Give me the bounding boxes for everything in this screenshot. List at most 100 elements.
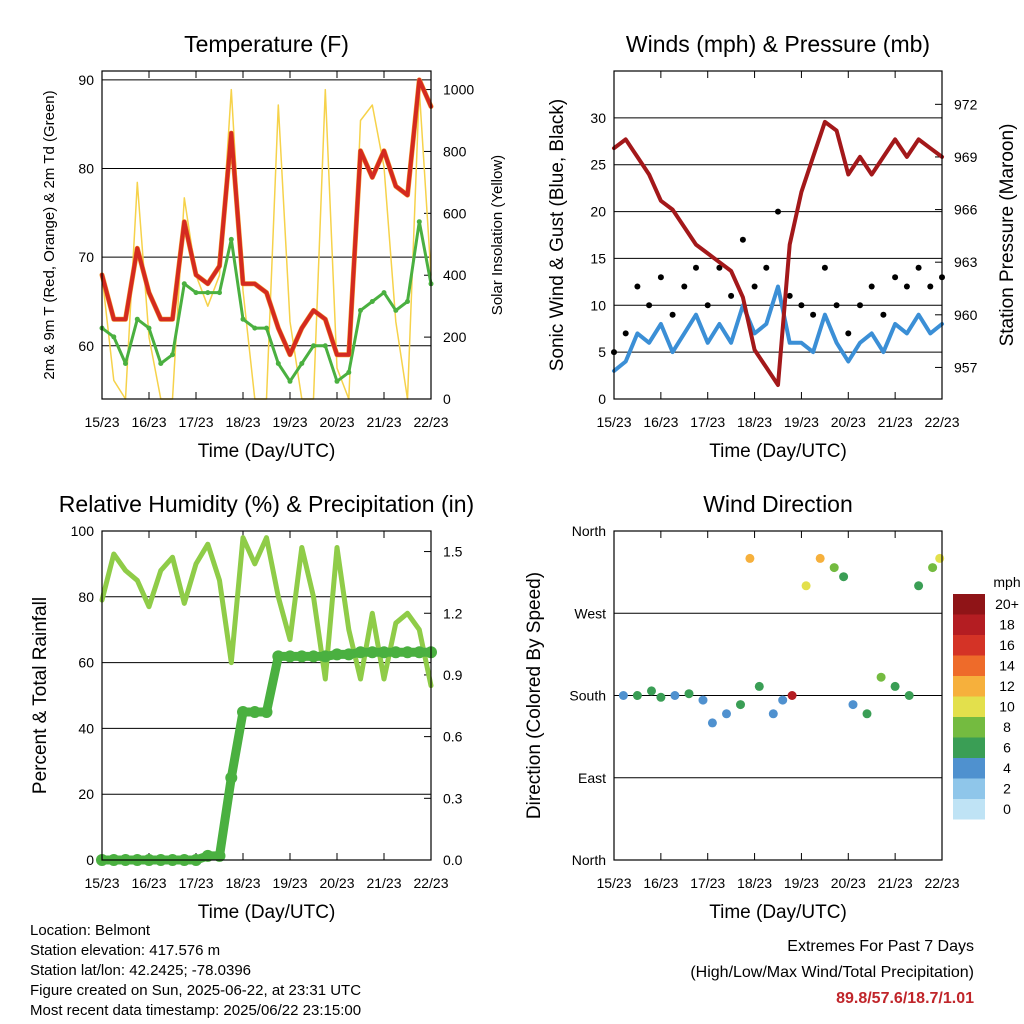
direction-point [815, 553, 825, 563]
direction-point [801, 581, 811, 591]
x-tick-label: 19/23 [272, 414, 307, 430]
plot-frame-4 [613, 530, 943, 861]
x-tick-label: 22/23 [413, 414, 448, 430]
gust-point [657, 274, 664, 281]
x-axis-label-4: Time (Day/UTC) [709, 902, 847, 923]
x-tick-label: 18/23 [225, 875, 260, 891]
extremes-subtitle: (High/Low/Max Wind/Total Precipitation) [690, 964, 974, 981]
x-tick-label: 22/23 [924, 875, 959, 891]
gust-point [739, 236, 746, 243]
legend-title: mph [993, 574, 1020, 590]
x-tick-label: 19/23 [784, 875, 819, 891]
y2-tick-label: 969 [954, 149, 978, 165]
dewpoint-point [393, 307, 399, 313]
legend-label: 16 [999, 637, 1015, 653]
dewpoint-point [322, 343, 328, 349]
legend-swatch [953, 799, 985, 820]
direction-point [698, 695, 708, 705]
x-tick-label: 16/23 [643, 875, 678, 891]
x-tick-label: 22/23 [924, 414, 959, 430]
direction-point [670, 691, 680, 700]
y2-tick-label: 972 [954, 96, 978, 112]
precip-point [319, 650, 332, 663]
dewpoint-point [358, 307, 363, 313]
x-tick-label: 17/23 [178, 414, 213, 430]
series-wind-line [612, 284, 944, 373]
direction-point [768, 709, 778, 719]
x-tick-label: 18/23 [737, 875, 772, 891]
dewpoint-point [275, 361, 281, 366]
y-tick-label: 20 [78, 786, 94, 802]
gust-point [622, 330, 629, 337]
direction-point [684, 689, 694, 699]
y2-tick-label: 966 [954, 202, 978, 218]
y-tick-label: 10 [590, 297, 606, 313]
precip-point [389, 646, 402, 659]
x-tick-label: 22/23 [413, 875, 448, 891]
plot-frame-2 [613, 70, 943, 400]
gust-point [880, 311, 887, 318]
x-tick-label: 15/23 [596, 875, 631, 891]
x-tick-label: 21/23 [878, 414, 913, 430]
legend-label: 4 [1003, 760, 1011, 776]
y2-tick-label: 400 [443, 267, 467, 283]
gust-point [903, 283, 910, 290]
x-tick-label: 20/23 [319, 875, 354, 891]
y-tick-label: 80 [78, 161, 94, 177]
x-tick-label: 21/23 [366, 875, 401, 891]
legend-label: 2 [1003, 781, 1011, 797]
legend-swatch [953, 696, 985, 717]
y2-tick-label: 1.2 [443, 605, 463, 621]
y-axis-label-1: 2m & 9m T (Red, Orange) & 2m Td (Green) [41, 90, 58, 379]
y2-tick-label: 0.9 [443, 667, 463, 683]
direction-point [829, 563, 839, 573]
y2-tick-label: 957 [954, 359, 978, 375]
dewpoint-point [334, 378, 340, 384]
figure-created: Figure created on Sun, 2025-06-22, at 23… [30, 982, 362, 999]
dewpoint-point [170, 352, 175, 358]
dewpoint-point [416, 219, 422, 225]
dewpoint-point [311, 343, 316, 349]
x-tick-label: 20/23 [831, 414, 866, 430]
y-tick-label: 30 [590, 110, 606, 126]
station-info: Location: Belmont Station elevation: 417… [30, 921, 361, 1021]
y-tick-label: 100 [71, 523, 95, 539]
series-temp2m-line [100, 77, 433, 357]
extremes-values: 89.8/57.6/18.7/1.01 [836, 990, 974, 1007]
y2-tick-label: 800 [443, 143, 467, 159]
legend-swatch [953, 635, 985, 656]
x-tick-label: 17/23 [178, 875, 213, 891]
dewpoint-point [123, 361, 128, 366]
y-tick-label: 20 [590, 204, 606, 220]
station-location: Location: Belmont [30, 922, 151, 939]
legend-label: 0 [1003, 801, 1011, 817]
gust-point [798, 302, 805, 309]
y2-tick-label: 0.6 [443, 729, 463, 745]
y-tick-label: 25 [590, 157, 606, 173]
y-tick-label: 5 [598, 344, 606, 360]
legend-label: 18 [999, 617, 1015, 633]
direction-point [914, 581, 924, 591]
y-tick-label: 40 [78, 720, 94, 736]
y2-tick-label: 600 [443, 205, 467, 221]
precip-point [237, 706, 249, 718]
x-tick-label: 16/23 [643, 414, 678, 430]
legend-swatch [953, 778, 985, 799]
gust-point [845, 330, 852, 337]
y-tick-label: North [572, 523, 606, 539]
direction-point [618, 691, 628, 700]
dewpoint-point [381, 290, 387, 296]
y-tick-label: 0 [86, 852, 94, 868]
chart-title-2: Winds (mph) & Pressure (mb) [626, 31, 930, 57]
legend-label: 10 [999, 699, 1015, 715]
direction-point [787, 691, 797, 700]
direction-point [890, 681, 900, 691]
x-tick-label: 15/23 [596, 414, 631, 430]
y-axis-label-3: Percent & Total Rainfall [30, 597, 51, 794]
dewpoint-point [146, 325, 152, 331]
direction-point [736, 700, 745, 710]
gust-point [751, 283, 758, 290]
y-axis-label-2: Sonic Wind & Gust (Blue, Black) [547, 99, 568, 371]
y2-tick-label: 963 [954, 254, 978, 270]
